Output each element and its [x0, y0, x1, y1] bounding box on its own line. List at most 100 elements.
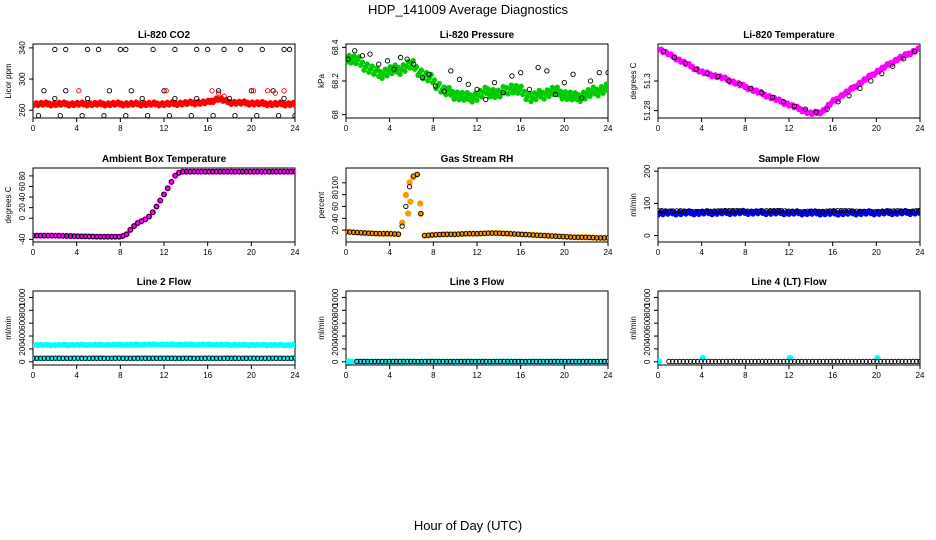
plot-frame — [658, 291, 920, 365]
chart-title: Ambient Box Temperature — [102, 154, 227, 165]
x-tick-label: 0 — [656, 124, 661, 133]
data-point — [255, 113, 259, 117]
y-tick-label: 0 — [643, 359, 652, 364]
x-tick-label: 20 — [560, 371, 569, 380]
x-tick-label: 4 — [387, 124, 392, 133]
x-tick-label: 24 — [604, 248, 613, 257]
data-point — [365, 62, 370, 67]
series-line2_high — [31, 342, 298, 348]
data-point — [210, 89, 214, 93]
data-point — [293, 343, 298, 348]
y-axis-label: percent — [317, 191, 326, 218]
x-tick-label: 4 — [387, 371, 392, 380]
chart-panel-8: Line 3 Flowml/min04812162024020040060080… — [317, 277, 613, 380]
chart-panel-6: Sample Flowml/min048121620240100200 — [629, 154, 925, 257]
data-layer — [344, 49, 611, 105]
x-tick-label: 8 — [431, 371, 436, 380]
y-tick-label: 0 — [18, 215, 27, 220]
data-layer — [344, 359, 611, 365]
data-point — [36, 113, 40, 117]
data-point — [486, 87, 491, 92]
y-tick-label: 20 — [18, 203, 27, 212]
y-axis-label: kPa — [317, 74, 326, 88]
y-tick-label: 300 — [18, 72, 27, 86]
x-tick-label: 20 — [872, 371, 881, 380]
chart-panel-2: Li-820 PressurekPa048121620246868.268.4 — [317, 30, 613, 133]
data-layer — [31, 47, 298, 118]
chart-panel-3: Li-820 Temperaturedegrees C0481216202451… — [629, 30, 925, 133]
y-tick-label: 1000 — [643, 288, 652, 306]
series-co2_avg — [31, 96, 298, 109]
y-tick-label: 200 — [18, 342, 27, 356]
y-axis-label: ml/min — [4, 316, 13, 340]
data-point — [107, 89, 111, 93]
x-tick-label: 24 — [916, 124, 925, 133]
data-point — [457, 77, 461, 81]
x-tick-label: 24 — [291, 124, 300, 133]
plot-frame — [346, 291, 608, 365]
data-point — [266, 89, 270, 93]
series-co2_high — [53, 47, 292, 51]
data-point — [385, 73, 390, 78]
y-tick-label: 51.28 — [643, 100, 652, 121]
data-point — [506, 91, 511, 96]
y-tick-label: 0 — [643, 233, 652, 238]
data-point — [233, 113, 237, 117]
data-point — [447, 85, 452, 90]
data-layer — [656, 208, 923, 217]
data-point — [85, 96, 89, 100]
y-axis-label: ml/min — [317, 316, 326, 340]
x-tick-label: 0 — [31, 371, 36, 380]
data-point — [173, 47, 177, 51]
y-tick-label: 60 — [331, 201, 340, 210]
data-point — [189, 113, 193, 117]
data-point — [419, 68, 424, 73]
x-tick-label: 12 — [785, 371, 794, 380]
data-point — [568, 90, 573, 95]
x-tick-label: 4 — [74, 248, 79, 257]
data-point — [509, 83, 514, 88]
y-axis-label: ml/min — [629, 193, 638, 217]
y-tick-label: 600 — [331, 316, 340, 330]
x-tick-label: 20 — [872, 124, 881, 133]
data-point — [562, 80, 566, 84]
data-point — [588, 94, 593, 99]
data-point — [102, 113, 106, 117]
data-point — [293, 103, 298, 108]
y-tick-label: 80 — [331, 190, 340, 199]
x-tick-label: 16 — [203, 371, 212, 380]
data-point — [601, 91, 606, 96]
x-tick-label: 24 — [604, 371, 613, 380]
x-tick-label: 20 — [872, 248, 881, 257]
chart-title: Line 4 (LT) Flow — [751, 277, 827, 288]
chart-title: Sample Flow — [758, 154, 819, 165]
x-tick-label: 24 — [604, 124, 613, 133]
y-tick-label: 40 — [331, 213, 340, 222]
data-point — [151, 47, 155, 51]
x-tick-label: 12 — [785, 248, 794, 257]
data-point — [542, 97, 547, 102]
data-layer — [343, 172, 611, 241]
y-tick-label: 1000 — [331, 288, 340, 306]
data-point — [96, 47, 100, 51]
data-point — [450, 89, 455, 94]
data-point — [606, 88, 611, 93]
data-point — [547, 94, 552, 99]
x-tick-label: 8 — [118, 124, 123, 133]
y-tick-label: 80 — [18, 171, 27, 180]
chart-title: Li-820 Temperature — [743, 30, 835, 41]
data-point — [353, 49, 357, 53]
y-tick-label: 200 — [643, 342, 652, 356]
data-layer — [31, 342, 298, 361]
series-temp_avg — [656, 46, 923, 117]
y-tick-label: 60 — [18, 182, 27, 191]
x-tick-label: 4 — [74, 371, 79, 380]
x-tick-label: 16 — [516, 371, 525, 380]
data-point — [519, 84, 524, 89]
data-point — [596, 93, 601, 98]
plot-frame — [346, 44, 608, 118]
data-point — [64, 47, 68, 51]
x-tick-label: 12 — [160, 248, 169, 257]
x-tick-label: 8 — [743, 124, 748, 133]
data-point — [571, 72, 575, 76]
